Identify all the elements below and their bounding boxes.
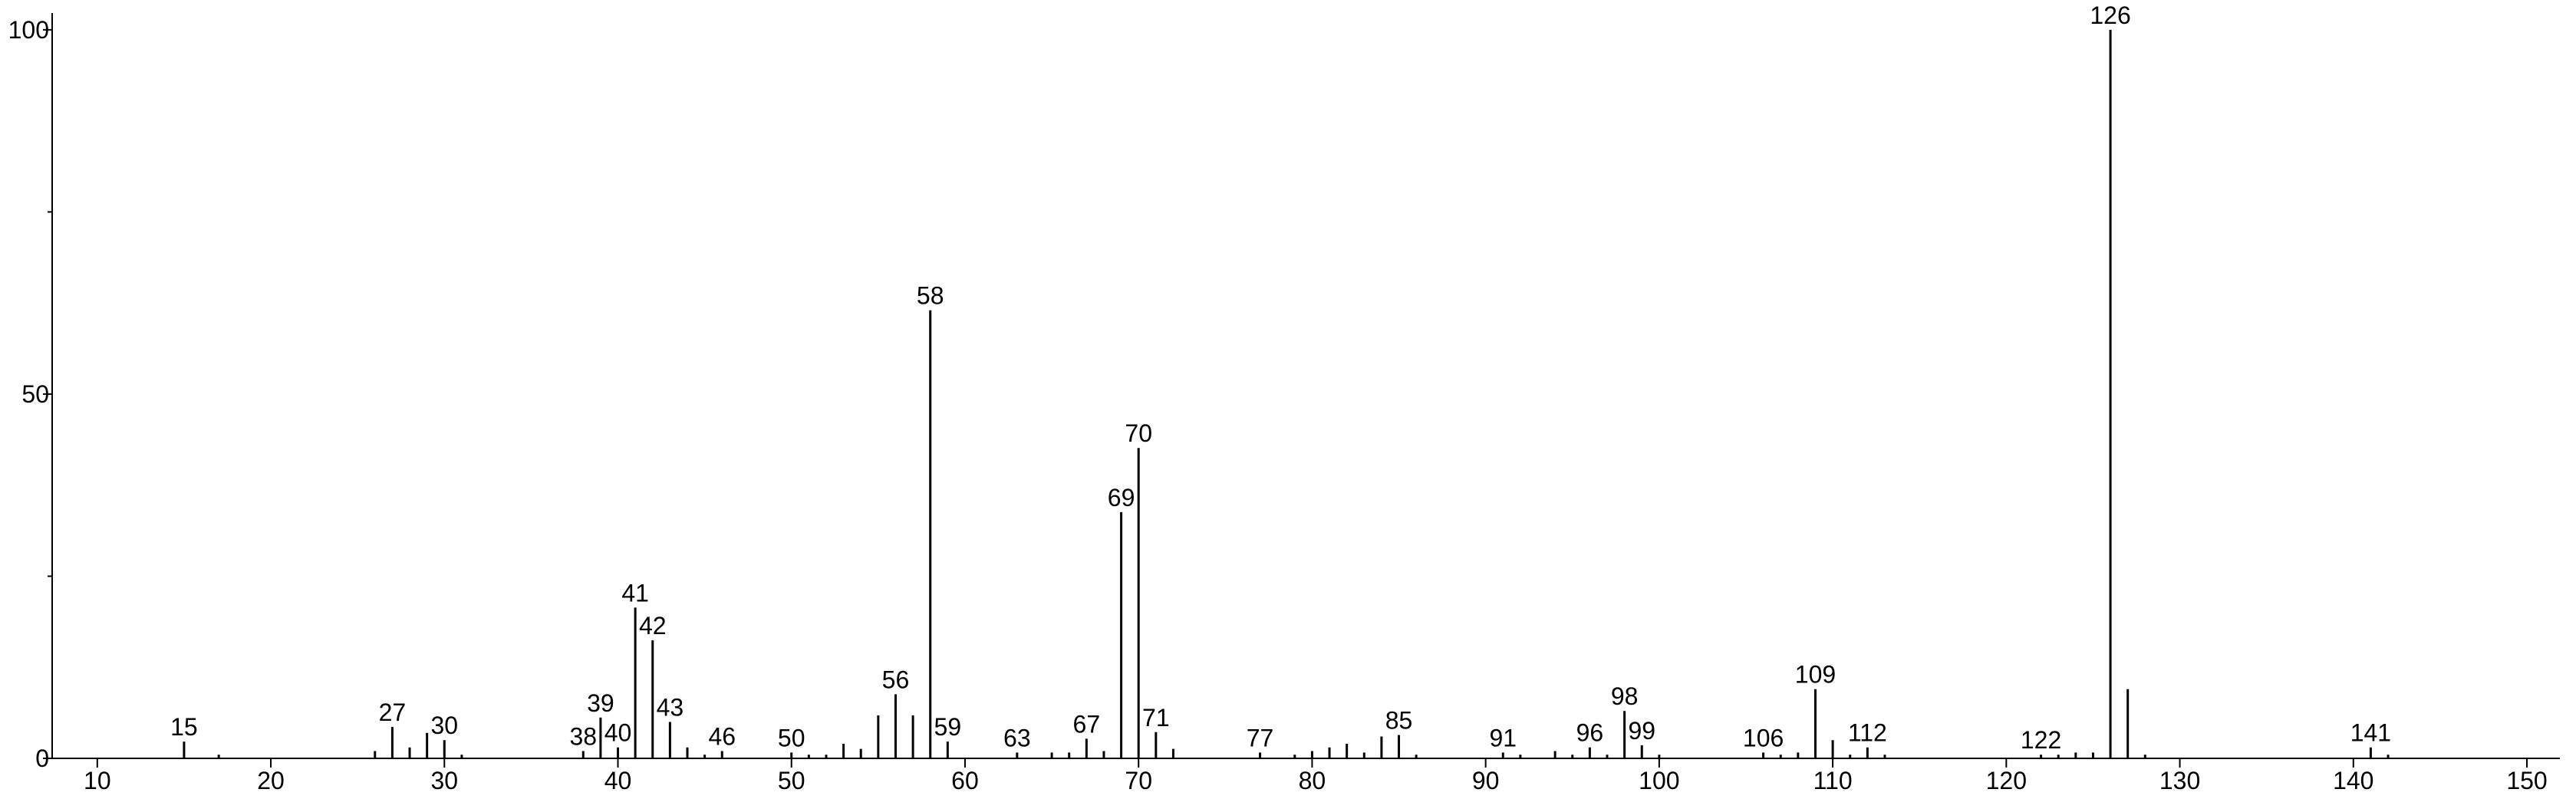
x-tick-label: 70 [1125,767,1152,794]
x-tick-label: 80 [1299,767,1326,794]
x-tick-label: 40 [604,767,632,794]
peak-label: 30 [430,712,458,739]
peak-label: 41 [621,579,649,607]
peak-label: 70 [1125,419,1152,447]
x-tick-label: 50 [778,767,805,794]
peak-label: 96 [1576,719,1604,747]
peak-label: 77 [1247,724,1274,751]
peak-label: 50 [778,724,805,751]
peak-label: 38 [569,722,597,750]
peak-label: 39 [587,689,614,717]
x-tick-label: 20 [257,767,285,794]
x-tick-label: 120 [1986,767,2027,794]
peak-label: 63 [1003,724,1031,751]
x-tick-label: 100 [1639,767,1679,794]
peak-label: 42 [639,612,667,640]
y-tick-label: 100 [8,16,49,44]
peak-label: 141 [2350,719,2391,747]
x-tick-label: 30 [430,767,458,794]
peak-label: 59 [934,713,962,741]
peak-label: 109 [1795,661,1836,689]
peak-label: 126 [2090,2,2130,29]
peak-label: 99 [1628,717,1655,745]
y-tick-label: 0 [35,745,49,772]
peak-label: 58 [917,282,944,310]
x-tick-label: 90 [1472,767,1500,794]
peak-label: 46 [708,722,736,750]
peak-label: 27 [379,699,407,726]
x-tick-label: 10 [84,767,111,794]
x-tick-label: 110 [1813,767,1853,794]
x-tick-label: 150 [2506,767,2547,794]
peak-label: 15 [170,713,198,741]
peak-label: 40 [604,719,632,747]
peak-label: 71 [1142,704,1170,732]
x-tick-label: 60 [951,767,979,794]
peak-label: 91 [1489,724,1517,751]
x-tick-label: 140 [2333,767,2373,794]
peak-label: 112 [1848,719,1887,747]
peak-label: 98 [1611,682,1639,710]
peak-label: 106 [1743,724,1784,751]
x-tick-label: 130 [2159,767,2200,794]
peak-label: 122 [2021,726,2061,754]
peak-label: 56 [882,666,910,693]
peak-label: 67 [1073,710,1101,738]
peak-label: 69 [1108,484,1135,511]
y-tick-label: 50 [21,380,49,408]
peak-label: 85 [1385,707,1413,735]
peak-label: 43 [657,693,684,721]
